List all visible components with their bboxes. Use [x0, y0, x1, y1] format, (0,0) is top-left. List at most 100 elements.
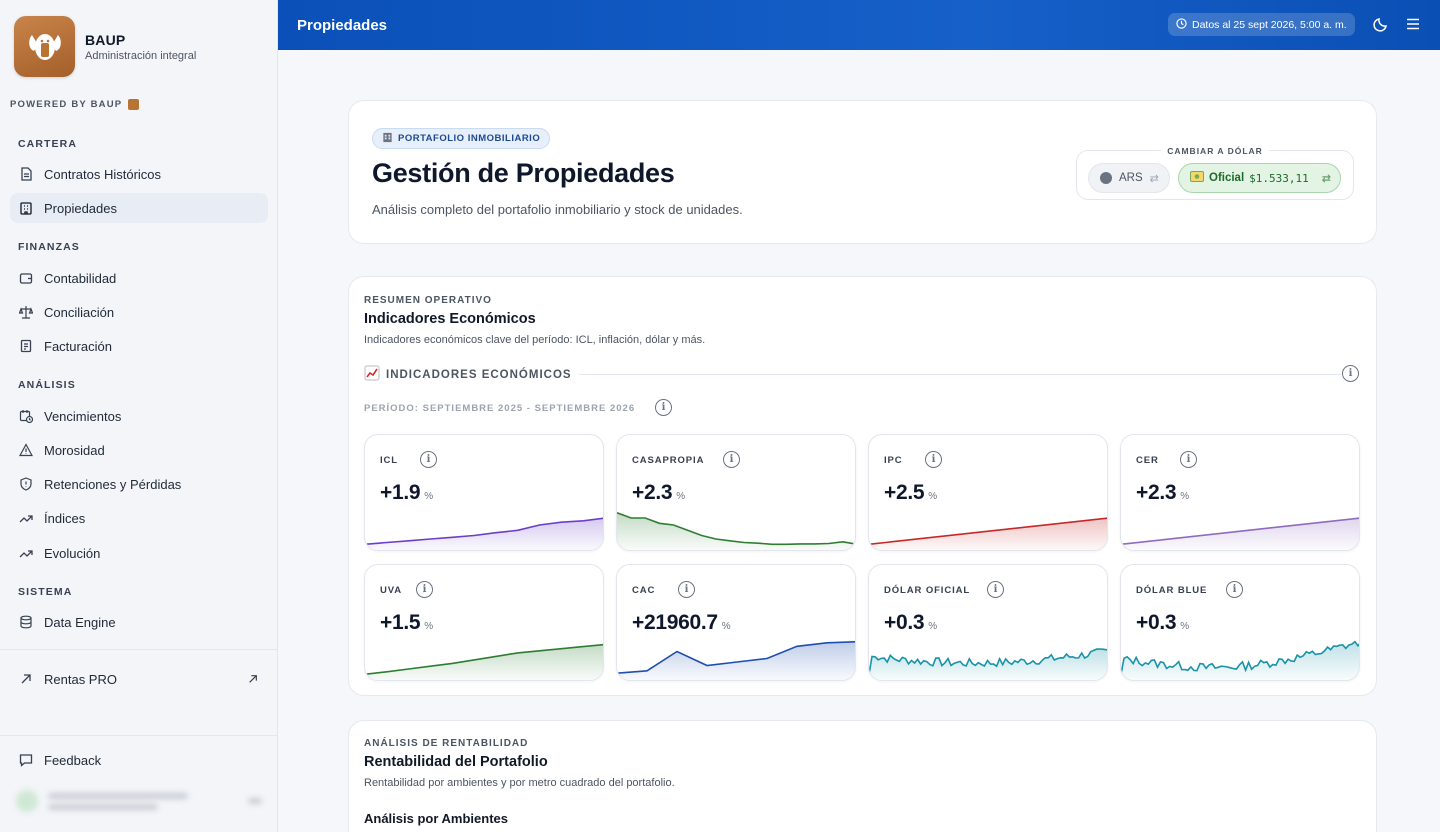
- arrow-up-right-icon: [18, 671, 34, 687]
- baup-badge-icon: [128, 99, 140, 110]
- indicator-value: +2.3%: [632, 481, 685, 504]
- page-title: Propiedades: [297, 16, 388, 34]
- hero-title: Gestión de Propiedades: [372, 158, 675, 188]
- moon-icon[interactable]: [1373, 16, 1389, 37]
- sparkline-line: [365, 643, 603, 676]
- sparkline-line: [365, 517, 603, 546]
- currency-ars-button[interactable]: ARS ⇄: [1088, 163, 1170, 193]
- info-icon[interactable]: i: [1342, 365, 1359, 382]
- indicator-card-cer[interactable]: CER i +2.3%: [1120, 434, 1360, 551]
- sidebar-divider: [0, 649, 277, 650]
- sparkline-line: [1121, 517, 1359, 546]
- info-icon[interactable]: i: [925, 451, 942, 468]
- building-icon: [382, 132, 393, 146]
- indicators-title: Indicadores Económicos: [364, 311, 536, 327]
- sidebar: BAUP Administración integral POWERED BY …: [0, 0, 278, 832]
- sidebar-item-morosidad[interactable]: Morosidad: [10, 435, 268, 465]
- sparkline-line: [1121, 640, 1359, 675]
- sidebar-item-contratos[interactable]: Contratos Históricos: [10, 159, 268, 189]
- hero-subtitle: Análisis completo del portafolio inmobil…: [372, 202, 743, 217]
- sparkline-area: [617, 512, 855, 550]
- trending-up-icon: [18, 510, 34, 526]
- sparkline-area: [365, 518, 603, 550]
- period-label: PERÍODO: SEPTIEMBRE 2025 - SEPTIEMBRE 20…: [364, 403, 636, 414]
- sparkline-area: [869, 518, 1107, 550]
- sparkline-area: [1121, 641, 1359, 680]
- indicator-card-ipc[interactable]: IPC i +2.5%: [868, 434, 1108, 551]
- invoice-icon: [18, 338, 34, 354]
- sparkline-area: [1121, 518, 1359, 550]
- sidebar-item-feedback[interactable]: Feedback: [10, 745, 268, 775]
- sidebar-item-retenciones[interactable]: Retenciones y Pérdidas: [10, 469, 268, 499]
- shield-icon: [18, 476, 34, 492]
- sidebar-item-indices[interactable]: Índices: [10, 503, 268, 533]
- info-icon[interactable]: i: [420, 451, 437, 468]
- indicators-header: INDICADORES ECONÓMICOS: [364, 365, 572, 384]
- indicator-name: CER: [1136, 455, 1159, 466]
- info-icon[interactable]: i: [416, 581, 433, 598]
- sidebar-item-label: Morosidad: [44, 442, 105, 458]
- info-icon[interactable]: i: [987, 581, 1004, 598]
- sidebar-item-label: Rentas PRO: [44, 671, 117, 687]
- user-account[interactable]: [16, 786, 262, 816]
- warning-icon: [18, 442, 34, 458]
- indicator-card-d-lar-oficial[interactable]: DÓLAR OFICIAL i +0.3%: [868, 564, 1108, 681]
- money-icon: [1190, 171, 1204, 185]
- sidebar-item-vencimientos[interactable]: Vencimientos: [10, 401, 268, 431]
- rentabilidad-eyebrow: ANÁLISIS DE RENTABILIDAD: [364, 738, 529, 749]
- sidebar-divider: [0, 735, 277, 736]
- sidebar-item-conciliacion[interactable]: Conciliación: [10, 297, 268, 327]
- indicator-card-uva[interactable]: UVA i +1.5%: [364, 564, 604, 681]
- indicators-eyebrow: RESUMEN OPERATIVO: [364, 295, 492, 306]
- header-divider: [579, 374, 1341, 375]
- indicator-card-icl[interactable]: ICL i +1.9%: [364, 434, 604, 551]
- ambientes-subsection-title: Análisis por Ambientes: [364, 811, 508, 826]
- sidebar-item-facturacion[interactable]: Facturación: [10, 331, 268, 361]
- indicator-name: DÓLAR OFICIAL: [884, 585, 971, 596]
- sparkline: [617, 640, 855, 680]
- pill-label: PORTAFOLIO INMOBILIARIO: [398, 133, 541, 144]
- indicator-card-cac[interactable]: CAC i +21960.7%: [616, 564, 856, 681]
- brand-subtitle: Administración integral: [85, 49, 197, 62]
- sidebar-item-propiedades[interactable]: Propiedades: [10, 193, 268, 223]
- info-icon[interactable]: i: [1226, 581, 1243, 598]
- indicator-card-d-lar-blue[interactable]: DÓLAR BLUE i +0.3%: [1120, 564, 1360, 681]
- indicator-value: +0.3%: [884, 611, 937, 634]
- sidebar-item-label: Data Engine: [44, 614, 116, 630]
- sparkline-line: [869, 517, 1107, 546]
- section-pill: PORTAFOLIO INMOBILIARIO: [372, 128, 551, 149]
- sidebar-item-label: Vencimientos: [44, 408, 122, 424]
- main-content: PORTAFOLIO INMOBILIARIO Gestión de Propi…: [278, 50, 1440, 832]
- sidebar-item-contabilidad[interactable]: Contabilidad: [10, 263, 268, 293]
- info-icon[interactable]: i: [723, 451, 740, 468]
- currency-usd-button[interactable]: Oficial $1.533,11 ⇄: [1178, 163, 1341, 193]
- sidebar-item-data-engine[interactable]: Data Engine: [10, 607, 268, 637]
- info-icon[interactable]: i: [1180, 451, 1197, 468]
- sidebar-item-rentas-pro[interactable]: Rentas PRO: [10, 664, 268, 694]
- trending-up-icon: [18, 545, 34, 561]
- sparkline: [1121, 517, 1359, 550]
- rentabilidad-card: ANÁLISIS DE RENTABILIDAD Rentabilidad de…: [348, 720, 1377, 832]
- indicators-card: RESUMEN OPERATIVO Indicadores Económicos…: [348, 276, 1377, 696]
- info-icon[interactable]: i: [655, 399, 672, 416]
- sidebar-item-label: Evolución: [44, 545, 101, 561]
- currency-ars-label: ARS: [1119, 172, 1143, 184]
- sparkline-area: [365, 644, 603, 680]
- indicator-card-casapropia[interactable]: CASAPROPIA i +2.3%: [616, 434, 856, 551]
- menu-icon[interactable]: [1405, 16, 1421, 37]
- swap-icon: ⇄: [1149, 172, 1159, 185]
- sparkline: [1121, 640, 1359, 680]
- indicator-value: +21960.7%: [632, 611, 731, 634]
- indicator-name: UVA: [380, 585, 403, 596]
- currency-usd-label: Oficial: [1209, 172, 1245, 184]
- sparkline-area: [617, 641, 855, 680]
- indicator-name: IPC: [884, 455, 903, 466]
- rentabilidad-subtitle: Rentabilidad por ambientes y por metro c…: [364, 777, 675, 789]
- brand[interactable]: BAUP Administración integral: [14, 16, 196, 77]
- sidebar-item-evolucion[interactable]: Evolución: [10, 538, 268, 568]
- section-sistema: SISTEMA: [18, 586, 73, 598]
- section-cartera: CARTERA: [18, 138, 78, 150]
- sparkline: [869, 517, 1107, 550]
- info-icon[interactable]: i: [678, 581, 695, 598]
- sidebar-item-label: Conciliación: [44, 304, 115, 320]
